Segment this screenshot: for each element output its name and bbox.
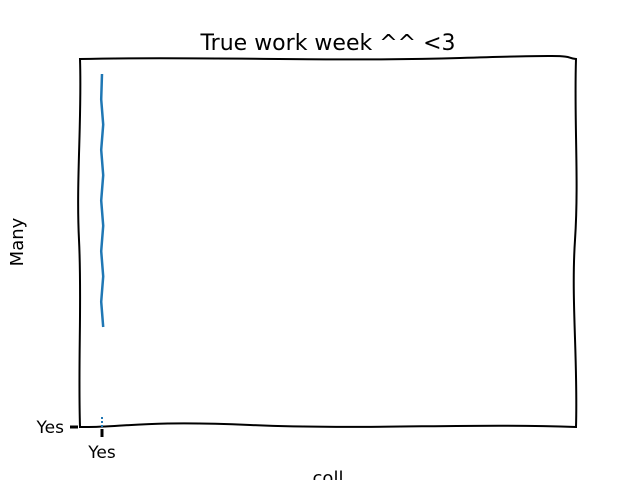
bar bbox=[99, 73, 105, 328]
x-ticks-group: Yes bbox=[87, 429, 116, 463]
chart-title: True work week ^^ <3 bbox=[199, 31, 455, 56]
y-ticks-group: Yes bbox=[36, 418, 78, 438]
y-tick-label: Yes bbox=[36, 418, 65, 438]
plot-frame bbox=[77, 55, 578, 429]
y-axis-label: Many bbox=[7, 217, 28, 266]
bars-group bbox=[99, 73, 105, 427]
x-tick-label: Yes bbox=[87, 443, 116, 463]
x-axis-label: coll bbox=[313, 468, 344, 480]
